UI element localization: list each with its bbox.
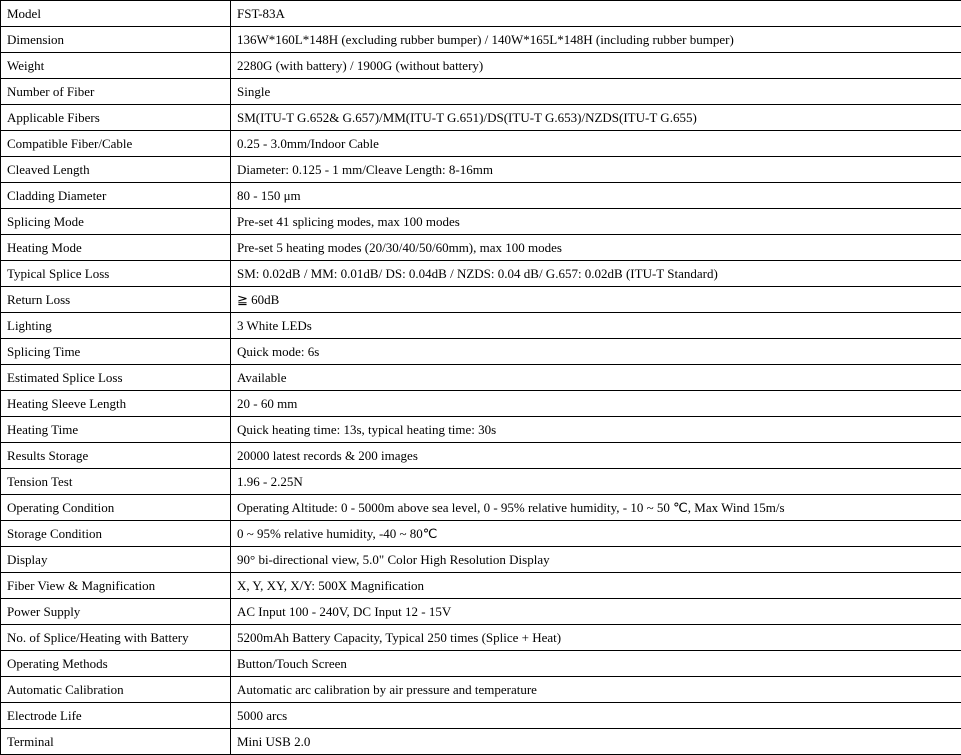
spec-label: Cladding Diameter bbox=[1, 183, 231, 209]
spec-label: Lighting bbox=[1, 313, 231, 339]
table-row: Heating ModePre-set 5 heating modes (20/… bbox=[1, 235, 961, 261]
table-row: Operating ConditionOperating Altitude: 0… bbox=[1, 495, 961, 521]
table-row: Dimension136W*160L*148H (excluding rubbe… bbox=[1, 27, 961, 53]
table-row: Lighting3 White LEDs bbox=[1, 313, 961, 339]
spec-value: 2280G (with battery) / 1900G (without ba… bbox=[231, 53, 961, 79]
table-row: Number of FiberSingle bbox=[1, 79, 961, 105]
spec-value: 0.25 - 3.0mm/Indoor Cable bbox=[231, 131, 961, 157]
table-row: Electrode Life5000 arcs bbox=[1, 703, 961, 729]
spec-label: Splicing Time bbox=[1, 339, 231, 365]
spec-label: Compatible Fiber/Cable bbox=[1, 131, 231, 157]
table-row: Display90° bi-directional view, 5.0" Col… bbox=[1, 547, 961, 573]
table-row: Results Storage20000 latest records & 20… bbox=[1, 443, 961, 469]
spec-value: FST-83A bbox=[231, 1, 961, 27]
table-row: No. of Splice/Heating with Battery5200mA… bbox=[1, 625, 961, 651]
table-row: Storage Condition0 ~ 95% relative humidi… bbox=[1, 521, 961, 547]
table-row: Return Loss≧ 60dB bbox=[1, 287, 961, 313]
spec-value: Quick mode: 6s bbox=[231, 339, 961, 365]
spec-value: 20000 latest records & 200 images bbox=[231, 443, 961, 469]
spec-value: Available bbox=[231, 365, 961, 391]
spec-value: AC Input 100 - 240V, DC Input 12 - 15V bbox=[231, 599, 961, 625]
spec-label: Heating Mode bbox=[1, 235, 231, 261]
table-row: Heating Sleeve Length20 - 60 mm bbox=[1, 391, 961, 417]
spec-value: Pre-set 5 heating modes (20/30/40/50/60m… bbox=[231, 235, 961, 261]
spec-label: Operating Condition bbox=[1, 495, 231, 521]
spec-value: Diameter: 0.125 - 1 mm/Cleave Length: 8-… bbox=[231, 157, 961, 183]
spec-label: Return Loss bbox=[1, 287, 231, 313]
spec-value: X, Y, XY, X/Y: 500X Magnification bbox=[231, 573, 961, 599]
spec-value: ≧ 60dB bbox=[231, 287, 961, 313]
spec-label: Operating Methods bbox=[1, 651, 231, 677]
spec-label: Electrode Life bbox=[1, 703, 231, 729]
table-row: Splicing TimeQuick mode: 6s bbox=[1, 339, 961, 365]
spec-label: Heating Sleeve Length bbox=[1, 391, 231, 417]
spec-label: Applicable Fibers bbox=[1, 105, 231, 131]
spec-label: Power Supply bbox=[1, 599, 231, 625]
spec-value: 90° bi-directional view, 5.0" Color High… bbox=[231, 547, 961, 573]
spec-value: Pre-set 41 splicing modes, max 100 modes bbox=[231, 209, 961, 235]
table-row: Fiber View & MagnificationX, Y, XY, X/Y:… bbox=[1, 573, 961, 599]
spec-label: Results Storage bbox=[1, 443, 231, 469]
spec-label: Cleaved Length bbox=[1, 157, 231, 183]
spec-value: 80 - 150 μm bbox=[231, 183, 961, 209]
table-row: Applicable FibersSM(ITU-T G.652& G.657)/… bbox=[1, 105, 961, 131]
spec-value: Automatic arc calibration by air pressur… bbox=[231, 677, 961, 703]
spec-label: Splicing Mode bbox=[1, 209, 231, 235]
spec-value: Mini USB 2.0 bbox=[231, 729, 961, 755]
table-row: Compatible Fiber/Cable0.25 - 3.0mm/Indoo… bbox=[1, 131, 961, 157]
spec-value: 1.96 - 2.25N bbox=[231, 469, 961, 495]
table-row: Automatic CalibrationAutomatic arc calib… bbox=[1, 677, 961, 703]
spec-label: Model bbox=[1, 1, 231, 27]
spec-label: Typical Splice Loss bbox=[1, 261, 231, 287]
spec-label: Tension Test bbox=[1, 469, 231, 495]
table-row: Estimated Splice LossAvailable bbox=[1, 365, 961, 391]
spec-label: Automatic Calibration bbox=[1, 677, 231, 703]
spec-value: 136W*160L*148H (excluding rubber bumper)… bbox=[231, 27, 961, 53]
spec-value: SM(ITU-T G.652& G.657)/MM(ITU-T G.651)/D… bbox=[231, 105, 961, 131]
table-row: Power SupplyAC Input 100 - 240V, DC Inpu… bbox=[1, 599, 961, 625]
spec-value: Quick heating time: 13s, typical heating… bbox=[231, 417, 961, 443]
table-row: Splicing ModePre-set 41 splicing modes, … bbox=[1, 209, 961, 235]
spec-value: Operating Altitude: 0 - 5000m above sea … bbox=[231, 495, 961, 521]
spec-value: 5200mAh Battery Capacity, Typical 250 ti… bbox=[231, 625, 961, 651]
spec-label: Storage Condition bbox=[1, 521, 231, 547]
spec-label: Display bbox=[1, 547, 231, 573]
table-row: Cleaved LengthDiameter: 0.125 - 1 mm/Cle… bbox=[1, 157, 961, 183]
spec-label: Heating Time bbox=[1, 417, 231, 443]
spec-label: Weight bbox=[1, 53, 231, 79]
spec-value: SM: 0.02dB / MM: 0.01dB/ DS: 0.04dB / NZ… bbox=[231, 261, 961, 287]
spec-label: Number of Fiber bbox=[1, 79, 231, 105]
table-row: Tension Test1.96 - 2.25N bbox=[1, 469, 961, 495]
table-row: Weight2280G (with battery) / 1900G (with… bbox=[1, 53, 961, 79]
table-row: ModelFST-83A bbox=[1, 1, 961, 27]
table-row: TerminalMini USB 2.0 bbox=[1, 729, 961, 755]
spec-value: Button/Touch Screen bbox=[231, 651, 961, 677]
spec-label: No. of Splice/Heating with Battery bbox=[1, 625, 231, 651]
table-row: Cladding Diameter80 - 150 μm bbox=[1, 183, 961, 209]
table-row: Operating MethodsButton/Touch Screen bbox=[1, 651, 961, 677]
spec-value: Single bbox=[231, 79, 961, 105]
spec-value: 5000 arcs bbox=[231, 703, 961, 729]
spec-value: 20 - 60 mm bbox=[231, 391, 961, 417]
spec-label: Estimated Splice Loss bbox=[1, 365, 231, 391]
spec-table-body: ModelFST-83ADimension136W*160L*148H (exc… bbox=[1, 1, 961, 755]
spec-value: 3 White LEDs bbox=[231, 313, 961, 339]
table-row: Heating TimeQuick heating time: 13s, typ… bbox=[1, 417, 961, 443]
spec-label: Dimension bbox=[1, 27, 231, 53]
spec-label: Fiber View & Magnification bbox=[1, 573, 231, 599]
spec-table: ModelFST-83ADimension136W*160L*148H (exc… bbox=[0, 0, 961, 755]
table-row: Typical Splice LossSM: 0.02dB / MM: 0.01… bbox=[1, 261, 961, 287]
spec-label: Terminal bbox=[1, 729, 231, 755]
spec-value: 0 ~ 95% relative humidity, -40 ~ 80℃ bbox=[231, 521, 961, 547]
